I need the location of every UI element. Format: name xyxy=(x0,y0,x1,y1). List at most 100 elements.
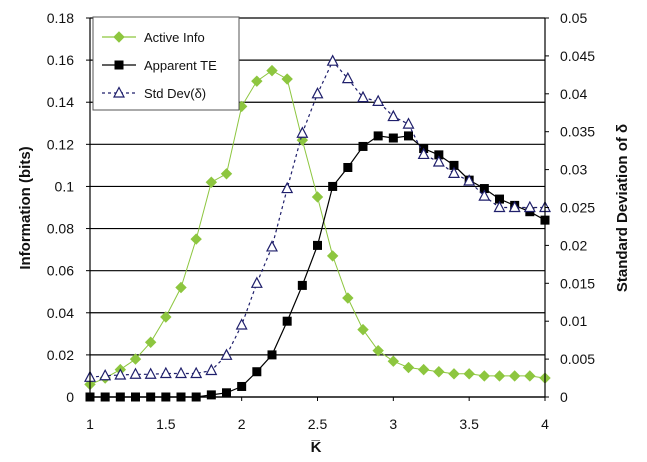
x-tick-label: 2.5 xyxy=(308,416,328,432)
data-point xyxy=(237,381,247,391)
data-point xyxy=(417,147,430,160)
data-point xyxy=(357,323,369,336)
data-point xyxy=(206,390,216,400)
legend-items: Active Info Apparent TE Std Dev(δ) xyxy=(102,30,217,101)
y-tick-label: 0.06 xyxy=(47,263,74,279)
data-point xyxy=(175,366,187,379)
data-point xyxy=(190,366,203,379)
data-point xyxy=(250,276,263,288)
y-axis-title: Information (bits) xyxy=(17,146,34,269)
data-point xyxy=(296,126,309,138)
data-point xyxy=(99,368,112,381)
data-point xyxy=(343,162,353,172)
y2-tick-label: 0.04 xyxy=(560,86,587,102)
x-tick-label: 3 xyxy=(389,416,397,432)
data-point xyxy=(144,336,157,348)
data-point xyxy=(342,292,354,304)
series-0 xyxy=(84,64,551,391)
data-point xyxy=(417,363,430,376)
data-point xyxy=(326,54,339,66)
y2-tick-label: 0.01 xyxy=(560,313,587,329)
y-tick-label: 0.08 xyxy=(47,221,74,237)
data-point xyxy=(508,200,521,213)
data-point xyxy=(433,366,445,378)
y2-tick-label: 0 xyxy=(560,389,568,405)
data-point xyxy=(357,90,369,103)
data-point xyxy=(523,200,536,213)
y2-tick-label: 0.02 xyxy=(560,237,587,253)
data-point xyxy=(252,367,262,377)
data-point xyxy=(508,370,521,382)
data-point xyxy=(311,191,324,203)
legend: Active Info Apparent TE Std Dev(δ) xyxy=(92,16,240,111)
data-point xyxy=(373,131,383,141)
legend-label: Apparent TE xyxy=(144,58,217,73)
x-tick-label: 1.5 xyxy=(156,416,176,432)
x-tick-label: 1 xyxy=(86,416,94,432)
data-point xyxy=(493,370,506,382)
legend-label: Active Info xyxy=(144,30,205,45)
axes xyxy=(86,17,549,401)
data-point xyxy=(297,280,307,290)
data-point xyxy=(493,200,506,213)
data-point xyxy=(463,368,475,380)
legend-marker xyxy=(113,86,125,98)
data-point xyxy=(402,117,415,129)
y-tick-label: 0.02 xyxy=(47,347,74,363)
data-point xyxy=(326,250,339,262)
legend-label: Std Dev(δ) xyxy=(144,86,206,101)
data-point xyxy=(387,355,400,367)
data-point xyxy=(434,150,444,160)
data-point xyxy=(220,168,233,180)
data-point xyxy=(387,109,400,122)
data-point xyxy=(281,73,293,85)
data-point xyxy=(463,174,476,186)
data-point xyxy=(129,353,142,365)
data-point xyxy=(235,318,248,330)
y-tick-label: 0.16 xyxy=(47,52,74,68)
data-point xyxy=(448,166,460,178)
data-point xyxy=(478,370,491,382)
data-point xyxy=(129,367,142,379)
data-point xyxy=(478,189,491,201)
y2-axis-title: Standard Deviation of δ xyxy=(614,124,631,292)
data-point xyxy=(495,194,504,204)
x-tick-label: 2 xyxy=(238,416,246,432)
y2-tick-label: 0.025 xyxy=(560,200,595,216)
data-point xyxy=(160,311,172,323)
data-point xyxy=(114,368,127,380)
legend-item: Active Info xyxy=(102,30,205,45)
y2-tick-label: 0.005 xyxy=(560,351,595,367)
y-tick-label: 0.14 xyxy=(47,94,74,110)
data-point xyxy=(222,388,231,398)
data-point xyxy=(402,361,415,374)
data-point xyxy=(205,363,218,376)
y2-tick-label: 0.035 xyxy=(560,124,595,140)
data-point xyxy=(251,75,263,87)
data-point xyxy=(205,176,218,188)
data-point xyxy=(404,131,413,141)
legend-item: Apparent TE xyxy=(102,58,217,73)
y2-tick-label: 0.015 xyxy=(560,275,595,291)
data-point xyxy=(372,94,385,106)
series-1 xyxy=(85,131,550,402)
data-point xyxy=(328,181,338,191)
data-point xyxy=(524,370,536,382)
data-point xyxy=(267,350,277,360)
data-point xyxy=(432,155,445,167)
legend-marker xyxy=(114,60,124,70)
legend-marker xyxy=(113,31,125,43)
data-point xyxy=(190,233,202,245)
data-point xyxy=(266,240,278,252)
y-tick-label: 0.12 xyxy=(47,136,74,152)
data-point xyxy=(372,344,384,357)
data-point xyxy=(358,141,368,151)
y2-tick-label: 0.045 xyxy=(560,48,595,64)
data-point xyxy=(266,64,278,77)
legend-item: Std Dev(δ) xyxy=(102,86,206,101)
data-point xyxy=(311,87,324,99)
data-point xyxy=(144,367,157,379)
y2-tick-label: 0.03 xyxy=(560,162,587,178)
data-point xyxy=(282,316,292,326)
